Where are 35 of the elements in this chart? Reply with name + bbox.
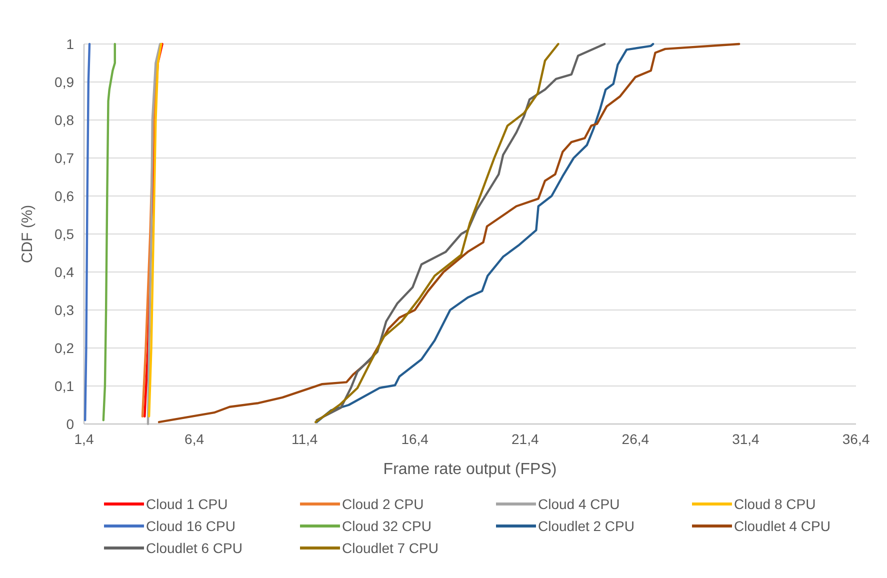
y-tick-label: 0,3 (54, 302, 74, 318)
legend-label: Cloud 4 CPU (538, 496, 620, 512)
legend-label: Cloudlet 2 CPU (538, 518, 634, 534)
y-tick-label: 0,7 (54, 150, 74, 166)
legend-label: Cloud 16 CPU (146, 518, 236, 534)
x-tick-label: 21,4 (512, 431, 539, 447)
line-series (84, 42, 91, 422)
x-tick-label: 6,4 (184, 431, 204, 447)
y-axis-title: CDF (%) (19, 204, 36, 264)
y-tick-label: 0,4 (54, 264, 74, 280)
line-series (102, 42, 116, 422)
legend-label: Cloud 32 CPU (342, 518, 432, 534)
x-tick-label: 36,4 (842, 431, 870, 447)
legend-label: Cloud 1 CPU (146, 496, 228, 512)
y-tick-label: 1 (66, 36, 74, 52)
x-tick-label: 31,4 (732, 431, 760, 447)
y-tick-label: 0,5 (54, 226, 74, 242)
x-axis-title: Frame rate output (FPS) (383, 461, 557, 478)
y-tick-label: 0,2 (54, 340, 74, 356)
legend-label: Cloudlet 4 CPU (734, 518, 830, 534)
y-tick-label: 0,1 (54, 378, 74, 394)
y-tick-label: 0,8 (54, 112, 74, 128)
y-tick-label: 0,9 (54, 74, 74, 90)
x-tick-label: 26,4 (622, 431, 650, 447)
legend-label: Cloudlet 7 CPU (342, 540, 438, 556)
x-tick-label: 1,4 (74, 431, 94, 447)
legend-label: Cloudlet 6 CPU (146, 540, 242, 556)
line-series (314, 42, 560, 424)
legend-label: Cloud 2 CPU (342, 496, 424, 512)
y-tick-label: 0 (66, 416, 74, 432)
legend-label: Cloud 8 CPU (734, 496, 816, 512)
x-tick-label: 11,4 (291, 431, 318, 447)
x-tick-label: 16,4 (401, 431, 429, 447)
y-tick-label: 0,6 (54, 188, 74, 204)
line-series (158, 42, 740, 424)
